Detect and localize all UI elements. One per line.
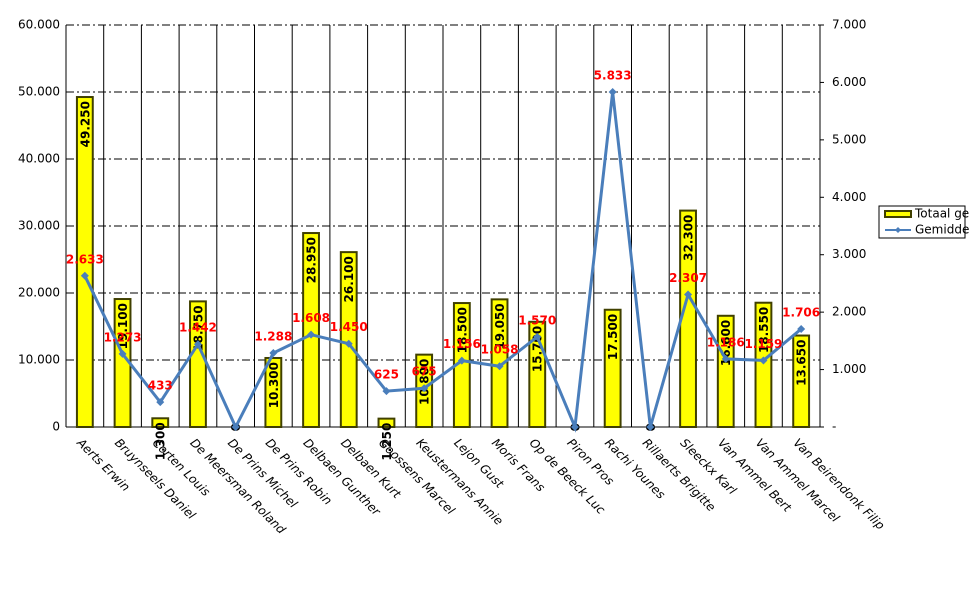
y-tick-label: 60.000 bbox=[18, 18, 60, 32]
line-marker bbox=[231, 423, 240, 431]
bar bbox=[302, 232, 320, 428]
line-value-label: 625 bbox=[374, 368, 399, 382]
line-marker bbox=[533, 332, 542, 341]
line-marker bbox=[570, 423, 579, 431]
bar-value-label: 18.550 bbox=[757, 307, 771, 353]
line-marker bbox=[608, 88, 617, 97]
line-value-label: 1.570 bbox=[518, 313, 556, 327]
line-value-label: 1.159 bbox=[744, 337, 782, 351]
bar-value-label: 18.500 bbox=[455, 307, 469, 353]
line-marker bbox=[307, 330, 316, 339]
line-value-label: 1.288 bbox=[254, 330, 292, 344]
line-marker bbox=[156, 398, 165, 407]
y2-tick-label: 7.000 bbox=[832, 18, 866, 32]
y-tick-label: 50.000 bbox=[18, 85, 60, 99]
line-value-label: 433 bbox=[148, 379, 173, 393]
bar bbox=[75, 96, 94, 429]
bar-value-label: 13.650 bbox=[795, 340, 809, 386]
y2-tick-label: 4.000 bbox=[832, 190, 866, 204]
y2-tick-label: - bbox=[832, 420, 836, 434]
y2-tick-label: 2.000 bbox=[832, 305, 866, 319]
line-marker bbox=[759, 356, 768, 365]
line-value-label: 1.058 bbox=[481, 343, 519, 357]
legend-label: Totaal gewicht bbox=[914, 207, 969, 221]
line-value-label: 1.273 bbox=[104, 330, 142, 344]
legend-marker bbox=[895, 227, 901, 233]
bar bbox=[754, 301, 773, 428]
line-value-label: 1.608 bbox=[292, 311, 330, 325]
line-marker bbox=[495, 362, 504, 371]
legend-swatch bbox=[884, 210, 912, 218]
bar-value-label: 17.500 bbox=[606, 314, 620, 360]
bar-value-label: 1.300 bbox=[154, 422, 168, 460]
bar-value-label: 19.100 bbox=[116, 303, 130, 349]
bar bbox=[792, 334, 811, 429]
y2-tick-label: 3.000 bbox=[832, 247, 866, 261]
bar-value-label: 19.050 bbox=[493, 303, 507, 349]
bar-value-label: 32.300 bbox=[682, 215, 696, 261]
bar bbox=[716, 314, 735, 428]
bar bbox=[377, 417, 396, 428]
line-value-label: 2.307 bbox=[669, 271, 707, 285]
bar-value-label: 1.250 bbox=[380, 423, 394, 461]
bar-value-label: 49.250 bbox=[78, 101, 92, 147]
line-value-label: 1.442 bbox=[179, 321, 217, 335]
line-value-label: 2.633 bbox=[66, 252, 104, 266]
bar bbox=[264, 356, 283, 428]
bar bbox=[151, 417, 170, 429]
line-value-label: 1.706 bbox=[782, 306, 820, 320]
line bbox=[83, 91, 803, 433]
line-marker bbox=[721, 354, 730, 363]
line-value-label: 1.450 bbox=[330, 320, 368, 334]
line-value-label: 5.833 bbox=[594, 69, 632, 83]
bar bbox=[339, 251, 358, 428]
line-value-label: 1.156 bbox=[443, 337, 481, 351]
line-marker bbox=[193, 340, 202, 349]
line-marker bbox=[457, 356, 466, 365]
x-tick-label: De Prins Robin bbox=[263, 436, 335, 508]
y-tick-label: 0 bbox=[52, 420, 60, 434]
y-tick-label: 40.000 bbox=[18, 152, 60, 166]
bar-value-label: 26.100 bbox=[342, 256, 356, 302]
y2-tick-label: 6.000 bbox=[832, 75, 866, 89]
bar-value-label: 10.800 bbox=[418, 359, 432, 405]
line-marker bbox=[797, 325, 806, 334]
y2-tick-label: 1.000 bbox=[832, 362, 866, 376]
y2-tick-label: 5.000 bbox=[832, 132, 866, 146]
line-marker bbox=[118, 349, 127, 358]
y-tick-label: 10.000 bbox=[18, 353, 60, 367]
bar-value-label: 28.950 bbox=[305, 237, 319, 283]
line-marker bbox=[80, 271, 89, 280]
legend-label: Gemiddelde bbox=[915, 223, 969, 237]
line-value-label: 1.186 bbox=[707, 335, 745, 349]
bar bbox=[603, 308, 622, 428]
bar-value-label: 10.300 bbox=[267, 362, 281, 408]
line-marker bbox=[646, 423, 655, 431]
legend: Totaal gewicht Gemiddelde bbox=[878, 205, 969, 239]
line-marker bbox=[420, 384, 429, 393]
y-tick-label: 30.000 bbox=[18, 219, 60, 233]
line-marker bbox=[269, 349, 278, 358]
line-marker bbox=[344, 339, 353, 348]
line-marker bbox=[382, 387, 391, 396]
line-marker bbox=[684, 290, 693, 299]
y-tick-label: 20.000 bbox=[18, 286, 60, 300]
bar-value-label: 18.750 bbox=[191, 305, 205, 351]
line-value-label: 675 bbox=[412, 365, 437, 379]
